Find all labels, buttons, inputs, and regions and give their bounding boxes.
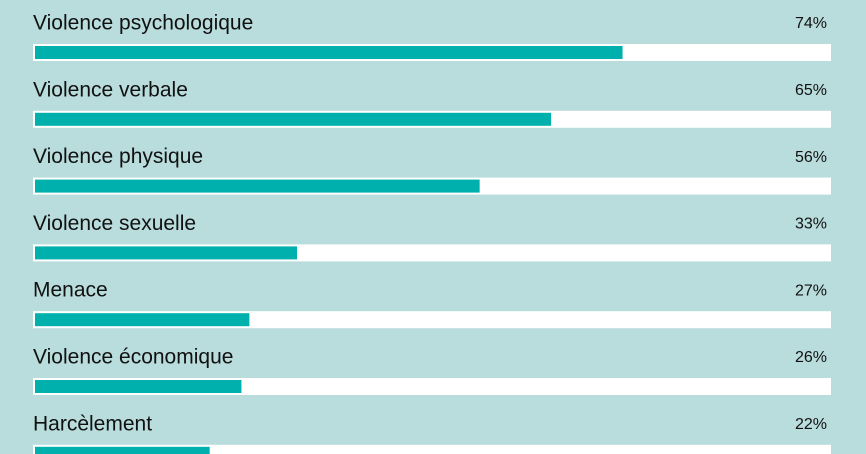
value-label: 56% [795, 149, 827, 166]
bar-track [33, 444, 831, 454]
value-label: 26% [795, 349, 827, 366]
bar [35, 46, 623, 59]
value-label: 22% [795, 416, 827, 433]
bar [35, 246, 298, 260]
bar [35, 380, 242, 393]
value-label: 33% [795, 216, 827, 233]
bar [35, 112, 552, 126]
value-label: 65% [795, 82, 827, 99]
category-label: Violence physique [33, 145, 203, 168]
category-label: Violence sexuelle [33, 212, 196, 235]
category-label: Violence verbale [33, 78, 188, 101]
value-label: 27% [795, 282, 827, 299]
bar [35, 179, 480, 193]
bar [35, 313, 250, 327]
value-label: 74% [795, 15, 827, 32]
category-label: Violence économique [33, 346, 233, 369]
category-label: Violence psychologique [33, 12, 253, 35]
category-label: Menace [33, 279, 108, 302]
category-label: Harcèlement [33, 412, 152, 435]
bar [35, 446, 210, 454]
